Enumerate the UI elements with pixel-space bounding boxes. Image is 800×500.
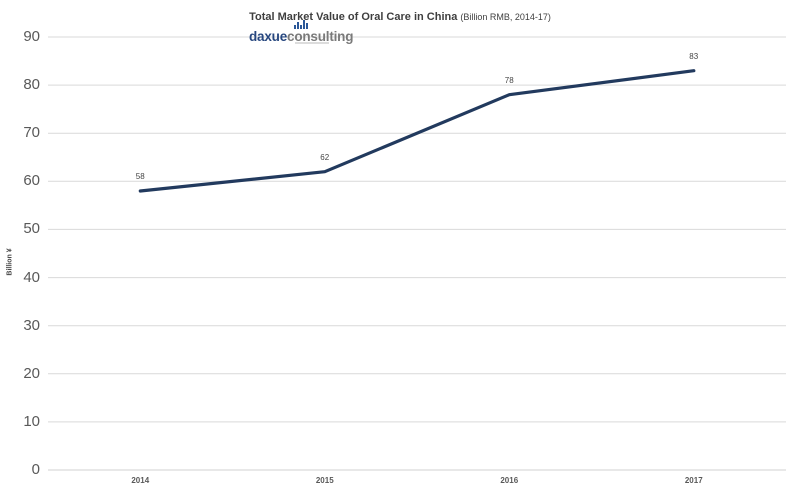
y-tick-label: 90 [23,28,40,45]
series-line [138,69,696,193]
data-label: 58 [135,171,145,181]
x-tick-label: 2016 [500,476,519,485]
y-tick-label: 10 [23,412,40,430]
logo-text-daxue: daxue [249,29,288,44]
x-tick-label: 2017 [684,476,703,485]
x-tick-label: 2015 [315,476,334,485]
chart-title-block: Total Market Value of Oral Care in China… [0,7,800,25]
y-tick-label: 50 [23,220,40,238]
y-tick-label: 30 [23,316,40,334]
y-tick-label: 70 [23,124,40,142]
bar-chart-icon [294,20,308,29]
chart-subtitle: (Billion RMB, 2014-17) [460,12,551,22]
logo-text-consulting: consulting [287,29,354,44]
y-tick-label: 60 [23,172,40,190]
chart-title: Total Market Value of Oral Care in China [249,11,458,23]
y-tick-label: 40 [23,268,40,286]
x-tick-label: 2014 [131,476,150,485]
y-tick-label: 80 [23,76,40,94]
logo-tagline [295,42,329,44]
y-tick-label: 0 [31,461,40,478]
daxue-consulting-logo: daxueconsulting [249,20,354,55]
data-label: 62 [320,152,330,162]
data-label: 78 [504,75,514,85]
data-label: 83 [689,51,699,61]
y-tick-label: 20 [23,364,40,382]
